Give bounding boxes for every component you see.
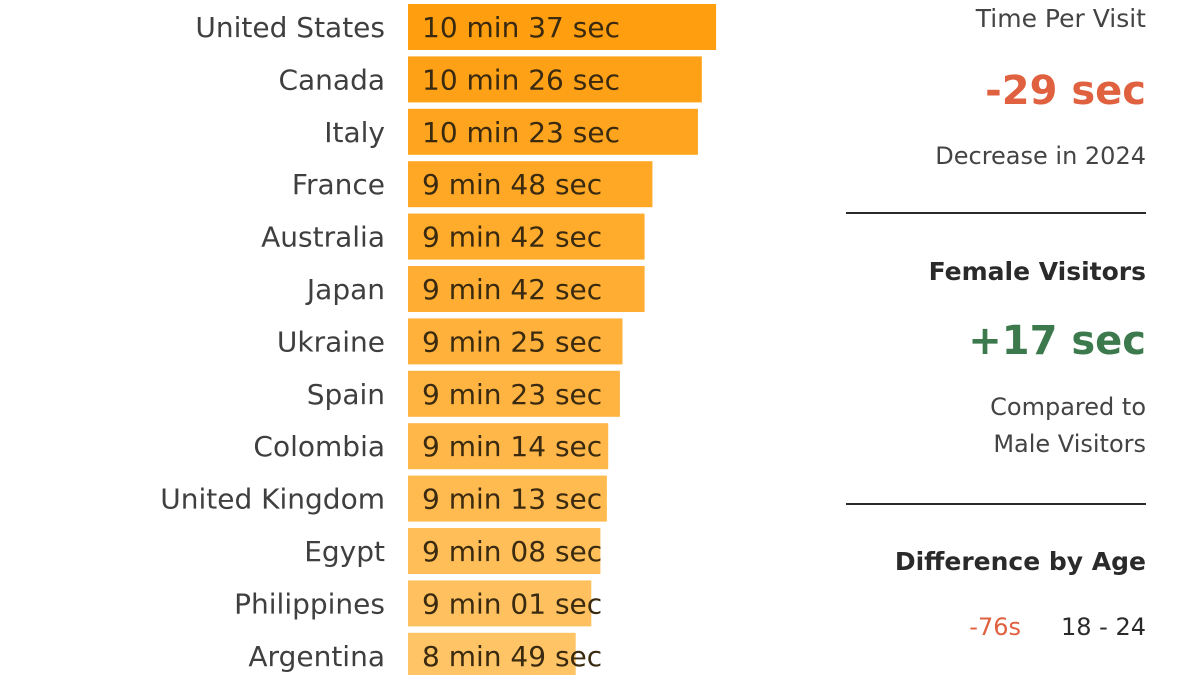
bar — [408, 266, 645, 312]
bar-value-label: 8 min 49 sec — [422, 640, 602, 673]
bar — [408, 161, 653, 208]
bar-value-label: 9 min 08 sec — [422, 535, 602, 568]
time-per-visit-value: -29 sec — [985, 68, 1146, 114]
age-difference-title: Difference by Age — [894, 547, 1146, 576]
female-visitors-caption-line2: Male Visitors — [993, 430, 1146, 458]
country-label: Spain — [307, 378, 385, 411]
bar-value-label: 9 min 13 sec — [422, 483, 602, 516]
age-range-label: 18 - 24 — [1061, 613, 1146, 641]
country-label: Argentina — [248, 640, 385, 673]
bar — [408, 528, 601, 574]
female-visitors-value: +17 sec — [968, 318, 1146, 364]
age-row: -76s 18 - 24 — [846, 613, 1146, 647]
country-label: United States — [195, 11, 385, 44]
time-per-visit-title: Time Per Visit — [975, 4, 1146, 33]
bar — [408, 423, 609, 470]
country-label: Australia — [261, 221, 385, 254]
bar-value-label: 9 min 48 sec — [422, 168, 602, 201]
country-label: Italy — [324, 116, 385, 149]
country-label: France — [292, 168, 385, 201]
country-label: Japan — [305, 273, 385, 306]
bar-value-label: 10 min 26 sec — [422, 63, 620, 96]
country-label: Canada — [278, 63, 385, 96]
country-label: United Kingdom — [160, 483, 385, 516]
divider — [846, 503, 1146, 505]
time-per-visit-caption: Decrease in 2024 — [935, 142, 1146, 170]
bar-value-label: 9 min 01 sec — [422, 587, 602, 620]
bar — [408, 4, 717, 50]
bars-group — [408, 4, 717, 675]
bar — [408, 475, 607, 522]
female-visitors-caption-line1: Compared to — [990, 393, 1146, 421]
bar-value-label: 9 min 42 sec — [422, 273, 602, 306]
country-label: Philippines — [234, 587, 385, 620]
bar — [408, 580, 592, 627]
bar-value-label: 9 min 42 sec — [422, 221, 602, 254]
bar-value-label: 10 min 37 sec — [422, 11, 620, 44]
country-labels-group: United States Canada Italy France Australia J… — [160, 11, 385, 673]
country-label: Colombia — [253, 430, 385, 463]
bar — [408, 108, 698, 155]
divider — [846, 212, 1146, 214]
country-label: Egypt — [304, 535, 385, 568]
stats-panel: Time Per Visit -29 sec Decrease in 2024 … — [846, 0, 1146, 675]
bar — [408, 213, 645, 260]
age-diff-value: -76s — [969, 613, 1021, 641]
bar — [408, 370, 620, 417]
value-labels-group: 10 min 37 sec 10 min 26 sec 10 min 23 sec 9… — [422, 11, 620, 673]
female-visitors-title: Female Visitors — [928, 257, 1146, 286]
country-bar-chart: United States Canada Italy France Australia J… — [160, 4, 717, 675]
bar-value-label: 9 min 23 sec — [422, 378, 602, 411]
bar-value-label: 9 min 25 sec — [422, 325, 602, 358]
bar — [408, 632, 576, 675]
bar-value-label: 10 min 23 sec — [422, 116, 620, 149]
bar — [408, 318, 623, 365]
country-label: Ukraine — [277, 325, 385, 358]
bar-value-label: 9 min 14 sec — [422, 430, 602, 463]
bar — [408, 56, 702, 103]
